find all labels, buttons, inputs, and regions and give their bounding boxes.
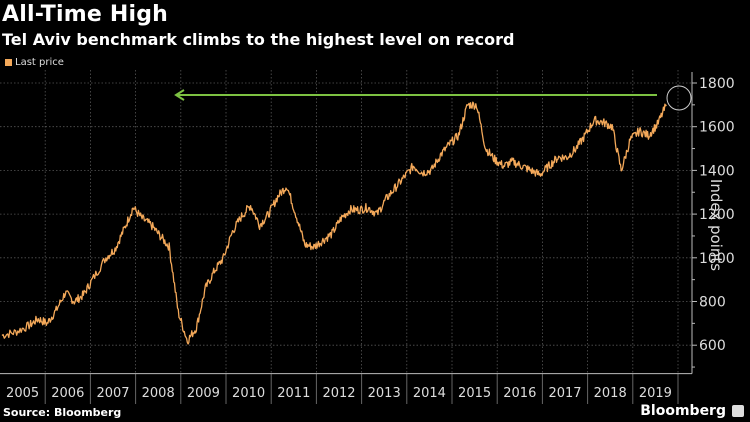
y-axis-label: Index points <box>707 178 725 272</box>
x-tick-label: 2016 <box>503 386 536 401</box>
highlight-circle-icon <box>666 85 692 111</box>
x-tick-label: 2008 <box>142 386 175 401</box>
x-tick-label: 2012 <box>322 386 355 401</box>
x-tick-label: 2015 <box>458 386 491 401</box>
bloomberg-chart-icon <box>732 405 744 417</box>
x-tick-label: 2014 <box>413 386 446 401</box>
price-line <box>1 101 667 345</box>
x-tick-label: 2006 <box>51 386 84 401</box>
chart-subtitle: Tel Aviv benchmark climbs to the highest… <box>2 30 515 49</box>
source-note: Source: Bloomberg <box>3 406 122 419</box>
x-tick-label: 2007 <box>96 386 129 401</box>
y-tick-label: 1600 <box>699 120 735 136</box>
x-tick-label: 2017 <box>548 386 581 401</box>
y-tick-label: 1200 <box>699 207 735 223</box>
bloomberg-logo: Bloomberg <box>640 403 744 419</box>
y-tick-label: 1400 <box>699 163 735 179</box>
x-tick-label: 2011 <box>277 386 310 401</box>
x-tick-label: 2009 <box>187 386 220 401</box>
y-tick-label: 600 <box>699 338 726 354</box>
x-tick-label: 2010 <box>232 386 265 401</box>
legend-swatch-icon <box>5 59 12 66</box>
x-tick-label: 2005 <box>6 386 39 401</box>
y-tick-label: 800 <box>699 295 726 311</box>
x-tick-label: 2018 <box>594 386 627 401</box>
x-tick-label: 2013 <box>368 386 401 401</box>
brand-name: Bloomberg <box>640 403 726 419</box>
y-tick-label: 1000 <box>699 251 735 267</box>
chart-title: All-Time High <box>2 2 169 27</box>
legend-label: Last price <box>15 57 64 68</box>
y-tick-label: 1800 <box>699 76 735 92</box>
legend: Last price <box>5 57 64 68</box>
x-tick-label: 2019 <box>639 386 672 401</box>
